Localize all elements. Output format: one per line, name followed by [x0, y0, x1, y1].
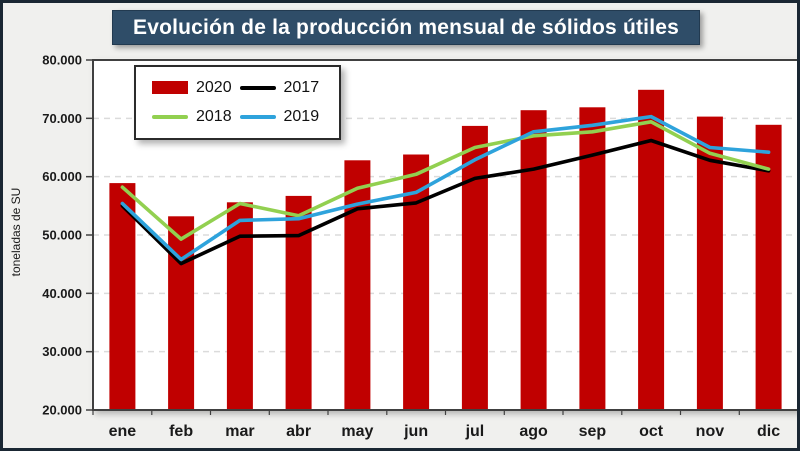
legend-swatch-2018 [152, 115, 188, 120]
y-tick-label-60000: 60.000 [42, 169, 82, 184]
legend-label-2020: 2020 [196, 78, 232, 96]
bar-2020-jun [403, 154, 430, 410]
legend-swatch-2020 [152, 81, 188, 95]
y-tick-label-70000: 70.000 [42, 111, 82, 126]
y-tick-label-20000: 20.000 [42, 403, 82, 418]
chart-title: Evolución de la producción mensual de só… [132, 15, 679, 39]
x-label-may: may [341, 423, 373, 440]
legend-item-2019: 2019 [239, 108, 328, 126]
legend-item-2017: 2017 [239, 78, 328, 97]
y-tick-label-50000: 50.000 [42, 228, 82, 243]
bar-2020-abr [285, 195, 312, 410]
legend-swatch-2017 [239, 85, 276, 90]
bar-2020-oct [638, 89, 665, 411]
y-tick-label-80000: 80.000 [42, 53, 82, 68]
line-2018 [120, 120, 771, 241]
bar-2020-ago [520, 110, 547, 410]
y-tick-label-30000: 30.000 [42, 344, 82, 359]
bar-2020-jul [461, 125, 488, 411]
line-2017 [120, 138, 771, 266]
x-label-jun: jun [403, 423, 428, 440]
x-label-mar: mar [225, 423, 254, 440]
x-label-dic: dic [757, 423, 780, 440]
y-axis-title: toneladas de SU [9, 187, 23, 277]
chart-plot-area: 80.000 70.000 60.000 50.000 40.000 30.000 20.0… [42, 53, 797, 440]
legend-label-2017: 2017 [283, 78, 320, 96]
legend-item-2020: 2020 [152, 79, 240, 97]
x-label-nov: nov [696, 423, 725, 440]
x-label-abr: abr [286, 423, 311, 440]
bar-2020-ene [109, 183, 136, 410]
line-2019 [120, 114, 771, 262]
x-label-ene: ene [109, 423, 137, 440]
legend-label-2018: 2018 [196, 108, 232, 126]
bar-2020-may [344, 160, 371, 410]
x-label-feb: feb [169, 423, 193, 440]
bar-2020-mar [226, 202, 253, 410]
bar-2020-nov [696, 116, 723, 410]
legend-label-2019: 2019 [283, 108, 320, 126]
legend-item-2018: 2018 [152, 108, 240, 126]
y-tick-label-40000: 40.000 [42, 286, 82, 301]
bar-2020-feb [168, 216, 195, 410]
x-label-sep: sep [579, 423, 607, 440]
x-label-jul: jul [465, 423, 485, 440]
x-label-ago: ago [519, 423, 548, 440]
x-label-oct: oct [639, 423, 664, 440]
legend: 2020 2017 2018 2019 [134, 65, 341, 140]
legend-swatch-2019 [239, 115, 276, 120]
chart-title-banner: Evolución de la producción mensual de só… [112, 10, 700, 45]
